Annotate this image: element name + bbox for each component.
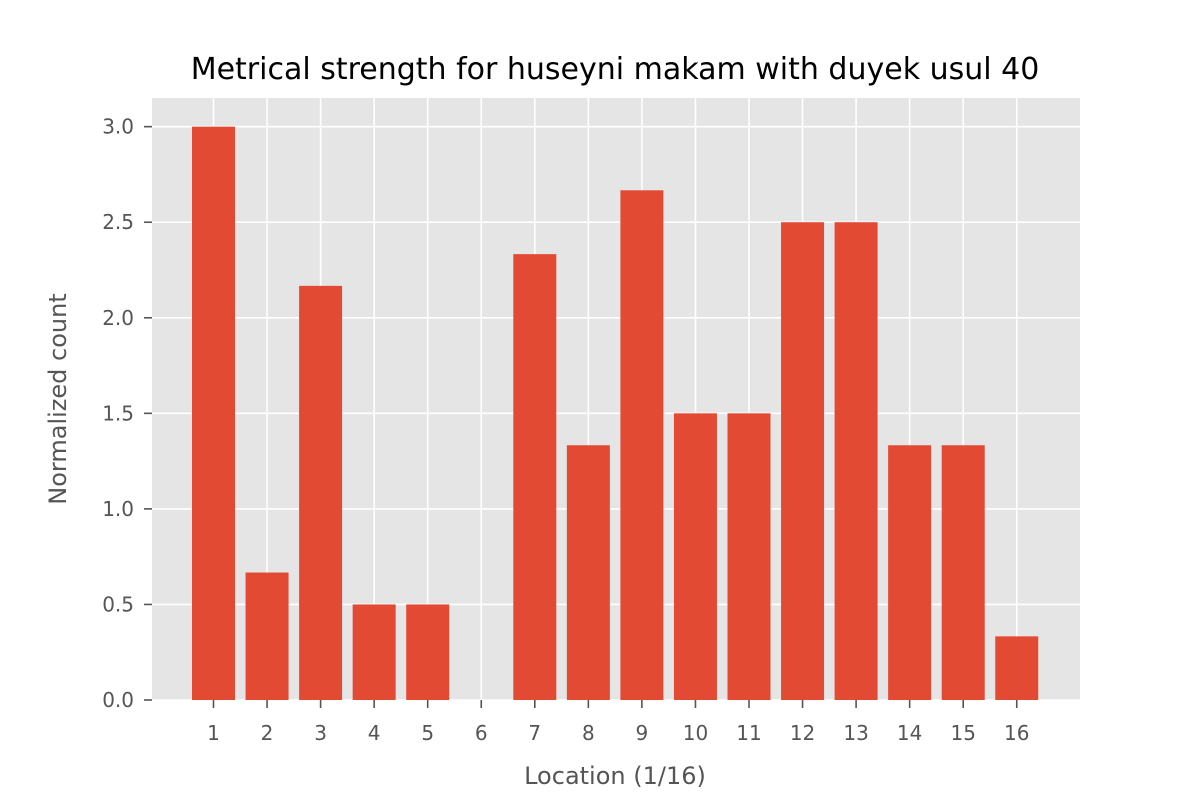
- x-tick-label: 6: [475, 721, 488, 745]
- x-tick-label: 8: [582, 721, 595, 745]
- x-axis-label: Location (1/16): [524, 762, 706, 790]
- bar-8: [566, 445, 610, 700]
- x-tick-label: 2: [261, 721, 274, 745]
- x-tick-label: 5: [421, 721, 434, 745]
- y-tick-label: 3.0: [102, 115, 134, 139]
- y-tick-label: 2.5: [102, 210, 134, 234]
- bar-5: [406, 604, 450, 700]
- y-axis-ticks: 0.0 0.5 1.0 1.5 2.0 2.5 3.0: [102, 115, 152, 712]
- bar-11: [727, 413, 771, 700]
- bar-3: [299, 285, 343, 700]
- bar-14: [888, 445, 932, 700]
- bar-13: [834, 222, 878, 700]
- y-tick-label: 0.0: [102, 688, 134, 712]
- x-tick-label: 9: [636, 721, 649, 745]
- x-tick-label: 10: [683, 721, 708, 745]
- x-tick-label: 3: [314, 721, 327, 745]
- bar-10: [673, 413, 717, 700]
- bar-1: [192, 126, 235, 700]
- bar-16: [995, 636, 1039, 700]
- bar-2: [245, 572, 289, 700]
- x-tick-label: 7: [528, 721, 541, 745]
- bars: [192, 126, 1039, 701]
- x-tick-label: 14: [897, 721, 922, 745]
- x-tick-label: 1: [207, 721, 220, 745]
- x-axis-ticks: 1 2 3 4 5 6 7 8 9 10 11 12 13 14 15 16: [207, 700, 1029, 745]
- y-axis-label: Normalized count: [44, 293, 72, 504]
- bar-15: [941, 445, 985, 700]
- y-tick-label: 1.0: [102, 497, 134, 521]
- y-tick-label: 2.0: [102, 306, 134, 330]
- bar-7: [513, 254, 557, 701]
- y-tick-label: 1.5: [102, 401, 134, 425]
- x-tick-label: 12: [790, 721, 815, 745]
- x-tick-label: 11: [736, 721, 761, 745]
- bar-12: [781, 222, 825, 700]
- x-tick-label: 4: [368, 721, 381, 745]
- chart-title: Metrical strength for huseyni makam with…: [191, 52, 1040, 87]
- x-tick-label: 15: [950, 721, 975, 745]
- x-tick-label: 13: [843, 721, 868, 745]
- x-tick-label: 16: [1004, 721, 1029, 745]
- y-tick-label: 0.5: [102, 592, 134, 616]
- bar-4: [352, 604, 396, 700]
- plot-area: [152, 98, 1080, 700]
- bar-9: [620, 190, 664, 700]
